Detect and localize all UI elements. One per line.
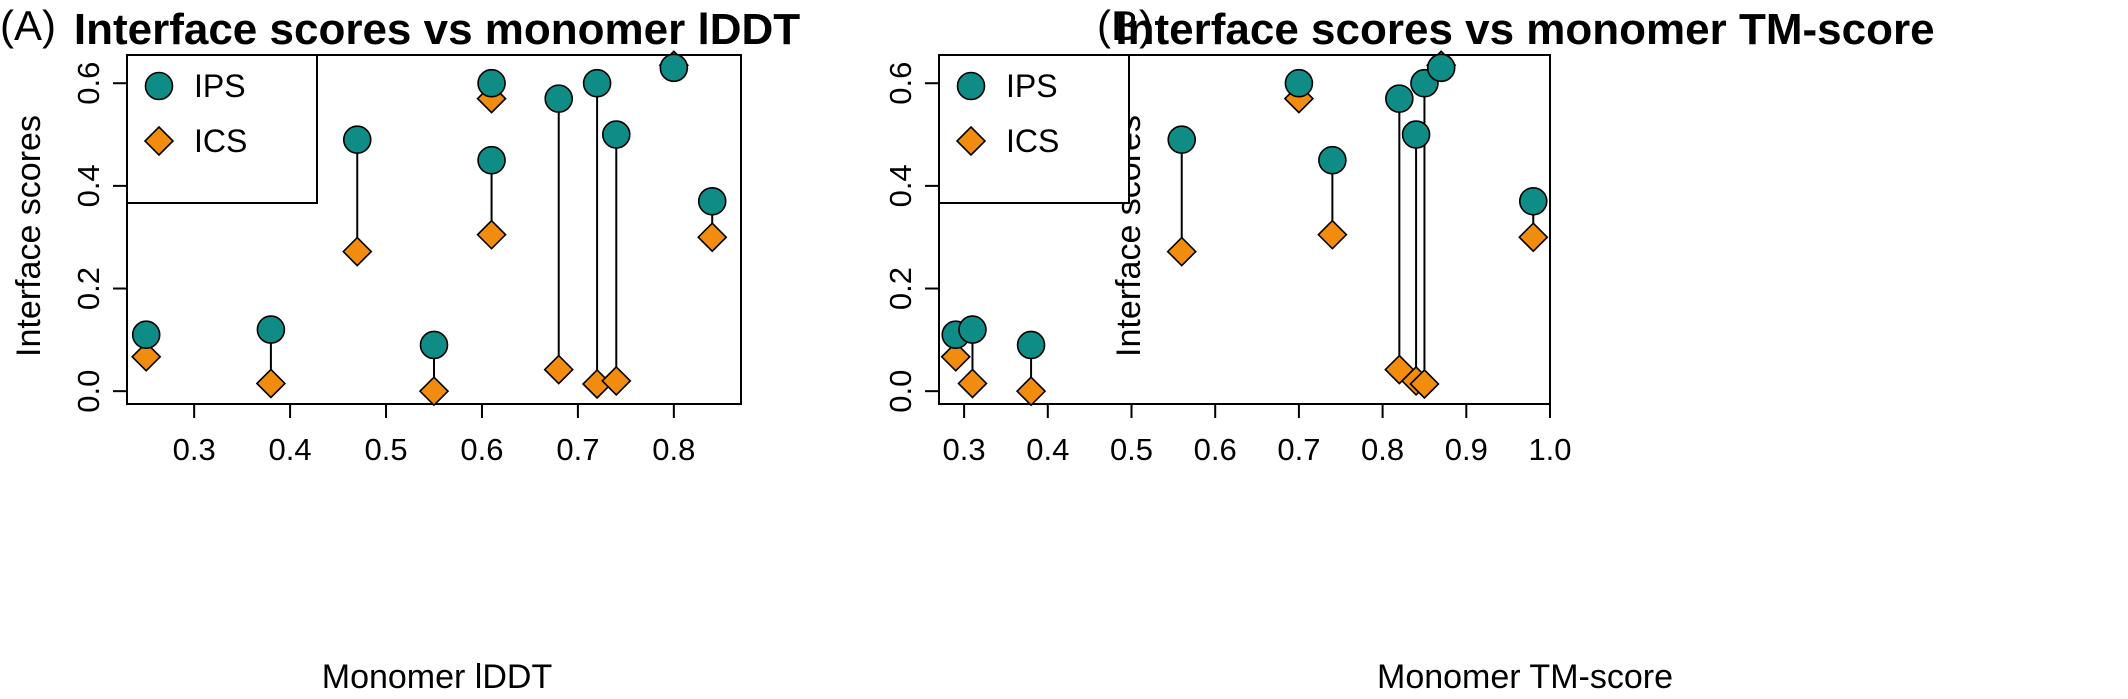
panel-b-ips-point <box>1318 145 1347 175</box>
panel-a-legend-ips-marker <box>144 71 174 101</box>
panel-b-ics-point <box>1317 219 1348 250</box>
panel-b-y-tick-label: 0.6 <box>883 62 918 105</box>
panel-a-ips-point <box>256 315 286 344</box>
panel-a-ips-point <box>131 320 161 350</box>
panel-a-y-tick-label: 0.0 <box>71 370 106 413</box>
panel-a-legend-ics-marker <box>143 125 175 157</box>
panel-a-ips-point <box>601 120 631 149</box>
panel-a-ics-point <box>476 219 507 250</box>
panel-a-x-tick-label: 0.3 <box>173 432 216 467</box>
panel-a-ics-point <box>543 354 574 385</box>
panel-b-ics-point <box>1015 376 1047 407</box>
panel-b-x-axis-label: Monomer TM-score <box>1377 658 1673 696</box>
panel-a-title: Interface scores vs monomer lDDT <box>74 5 800 54</box>
panel-a-ips-point <box>544 84 574 113</box>
panel-b-x-tick-label: 1.0 <box>1528 432 1571 467</box>
panel-b-plot-frame <box>938 54 1551 405</box>
panel-a-ics-point <box>697 222 728 253</box>
panel-b-x-tick-label: 0.5 <box>1110 432 1153 467</box>
panel-a-plot: 0.3 0.4 0.5 0.6 0.7 0.8 0.0 0.2 0.4 0.6 IPS ICS <box>71 50 742 467</box>
panel-b-ips-point <box>1426 53 1456 83</box>
panel-b-ics-point <box>1409 368 1440 400</box>
panel-b-legend-ics-marker <box>955 125 987 157</box>
panel-b-ips-point <box>1518 186 1548 216</box>
panel-a-ics-point <box>131 341 162 372</box>
panel-b-y-tick-label: 0.0 <box>883 370 918 413</box>
panel-a-x-axis-label: Monomer lDDT <box>322 658 552 696</box>
panel-a-x-tick-label: 0.7 <box>556 432 599 467</box>
panel-b-ips-point <box>1284 68 1314 98</box>
panel-b-legend: IPS ICS <box>938 54 1130 204</box>
panel-b-ics-point <box>1166 236 1197 267</box>
panel-b-legend-ics-label: ICS <box>1006 123 1059 159</box>
panel-b-x-tick-label: 0.4 <box>1026 432 1069 467</box>
panel-b-ips-point <box>1016 330 1046 360</box>
panel-b-ics-point <box>940 341 971 372</box>
panel-b-x-tick-label: 0.8 <box>1361 432 1404 467</box>
panel-a-ips-point <box>477 68 506 98</box>
panel-a-label: (A) <box>0 2 56 49</box>
panel-a-x-tick-label: 0.4 <box>269 432 312 467</box>
panel-a-x-tick-label: 0.5 <box>364 432 407 467</box>
panel-b-x-tick-label: 0.9 <box>1445 432 1488 467</box>
panel-a-ics-point <box>255 368 287 399</box>
panel-b-ips-point <box>958 315 987 344</box>
panel-a-ips-point <box>342 125 372 154</box>
panel-a-ips-point <box>419 330 449 360</box>
panel-a-ics-point <box>342 236 373 267</box>
panel-a-y-axis-label: Interface scores <box>10 115 48 357</box>
panel-a-x-tick-label: 0.8 <box>652 432 695 467</box>
panel-a-legend-ips-label: IPS <box>194 68 246 104</box>
panel-b-title: Interface scores vs monomer TM-score <box>1115 5 1934 54</box>
panel-a-y-tick-label: 0.2 <box>71 267 106 310</box>
panel-a-ics-point <box>418 376 450 407</box>
panel-b-y-tick-label: 0.4 <box>883 164 918 207</box>
panel-a-ips-point <box>659 53 689 83</box>
panel-b-legend-ips-label: IPS <box>1006 68 1058 104</box>
panel-b-x-tick-label: 0.6 <box>1194 432 1237 467</box>
panel-a-legend-ics-label: ICS <box>194 123 247 159</box>
panel-a-ics-point <box>601 365 632 397</box>
panel-a: (A) Interface scores vs monomer lDDT Mon… <box>0 2 800 696</box>
panel-b-ics-point <box>957 368 988 399</box>
panel-a-ips-point <box>477 145 506 175</box>
panel-b-ips-point <box>1401 120 1431 149</box>
panel-b-ips-point <box>1385 84 1414 113</box>
panel-b-plot: 0.3 0.4 0.5 0.6 0.7 0.8 0.9 1.00.00.20.40.6 IPSI… <box>883 50 1572 467</box>
panel-b-y-tick-label: 0.2 <box>883 267 918 310</box>
panel-b-ics-point <box>1518 222 1549 253</box>
panel-a-ips-point <box>582 68 612 98</box>
panel-b: (B) Interface scores vs monomer TM-score… <box>1097 2 1935 696</box>
panel-a-y-tick-label: 0.4 <box>71 164 106 207</box>
panel-b-label: (B) <box>1097 2 1153 49</box>
panel-a-legend: IPS ICS <box>126 54 318 204</box>
panel-a-x-tick-label: 0.6 <box>460 432 503 467</box>
panel-b-x-tick-label: 0.7 <box>1277 432 1320 467</box>
panel-b-x-tick-label: 0.3 <box>943 432 986 467</box>
panel-b-legend-ips-marker <box>956 71 986 101</box>
panel-a-ips-point <box>697 186 727 216</box>
panel-a-y-tick-label: 0.6 <box>71 62 106 105</box>
panel-b-ips-point <box>1167 125 1197 154</box>
